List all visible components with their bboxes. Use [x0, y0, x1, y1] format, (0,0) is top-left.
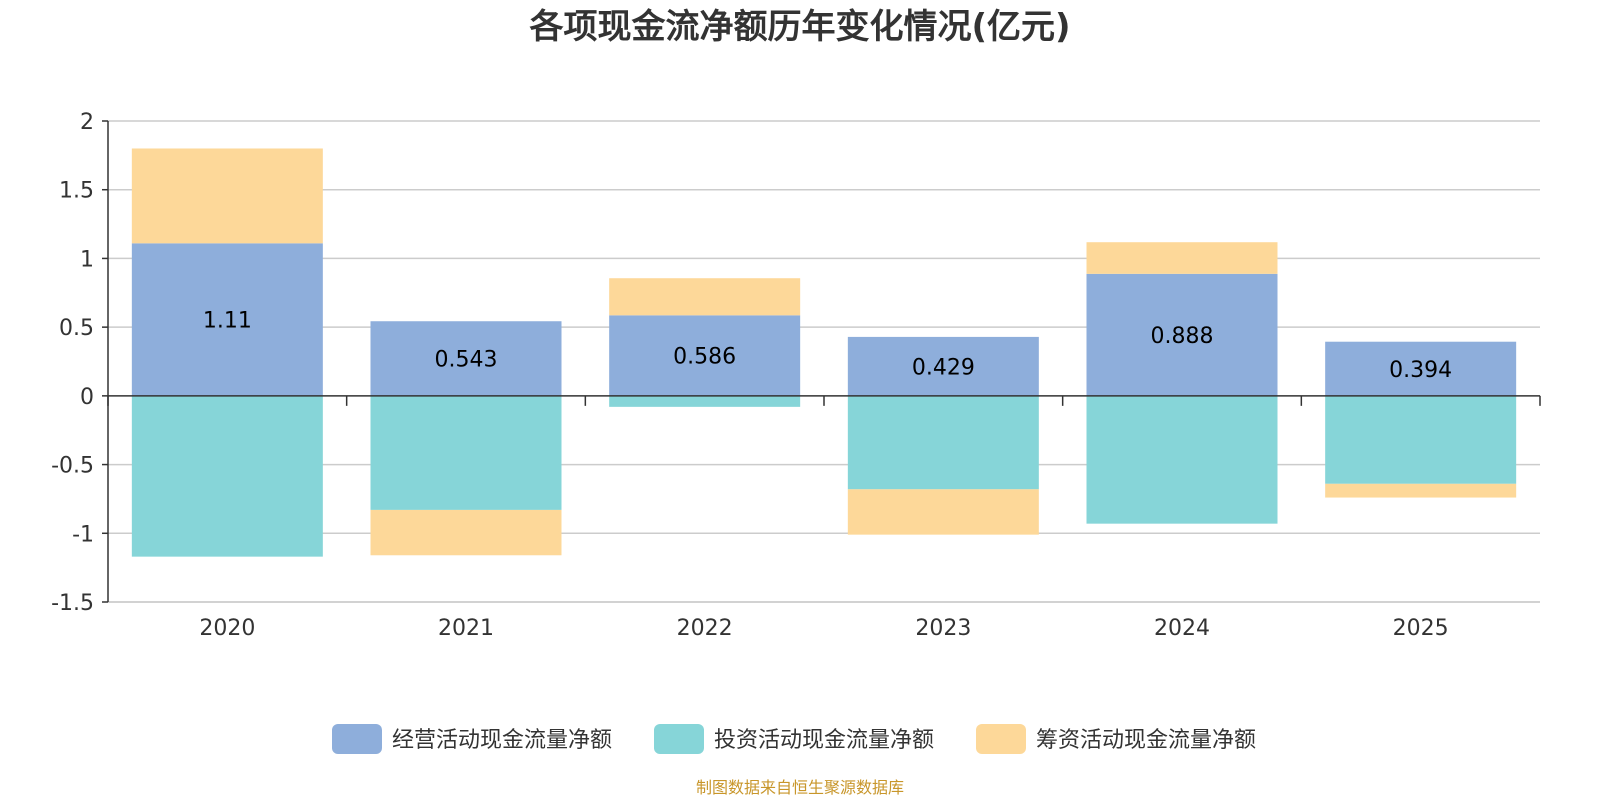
- bar-2020-series-1: [131, 395, 323, 557]
- bar-2022-series-1: [609, 395, 801, 407]
- data-label-2024: 0.888: [1151, 324, 1214, 349]
- bar-2021-series-1: [370, 395, 562, 510]
- bar-2024-series-2: [1086, 242, 1278, 274]
- x-tick-label: 2021: [438, 616, 494, 641]
- legend-label-0: 经营活动现金流量净额: [392, 728, 612, 753]
- bar-2020-series-0: [131, 243, 323, 396]
- legend-label-1: 投资活动现金流量净额: [714, 728, 934, 753]
- y-tick-label: 2: [80, 110, 94, 135]
- bar-2021-series-2: [370, 509, 562, 556]
- bars-group: [131, 148, 1517, 557]
- bar-2023-series-2: [847, 489, 1039, 535]
- bar-2021-series-0: [370, 321, 562, 396]
- bar-2020-series-2: [131, 148, 323, 244]
- bar-2024-series-0: [1086, 273, 1278, 396]
- legend-swatch-0: [332, 724, 382, 754]
- bar-2025-series-0: [1325, 341, 1517, 396]
- chart-title: 各项现金流净额历年变化情况(亿元): [529, 7, 1070, 47]
- y-tick-label: 1: [80, 247, 94, 272]
- y-tick-label: -1: [72, 522, 94, 547]
- x-tick-label: 2024: [1154, 616, 1210, 641]
- bar-2023-series-0: [847, 336, 1039, 396]
- bar-2025-series-1: [1325, 395, 1517, 484]
- x-tick-label: 2020: [199, 616, 255, 641]
- bar-2024-series-1: [1086, 395, 1278, 524]
- y-tick-label: 1.5: [59, 179, 94, 204]
- bar-2025-series-2: [1325, 483, 1517, 498]
- legend: 经营活动现金流量净额 投资活动现金流量净额 筹资活动现金流量净额: [332, 724, 1256, 754]
- x-tick-label: 2022: [677, 616, 733, 641]
- source-note: 制图数据来自恒生聚源数据库: [696, 778, 904, 797]
- legend-swatch-2: [976, 724, 1026, 754]
- axes-group: 2 1.5 1 0.5 0 -0.5 -1 -1.5 2020 2021 2022 2023 2024 2…: [51, 110, 1541, 641]
- y-tick-label: -0.5: [51, 454, 94, 479]
- data-label-2025: 0.394: [1389, 358, 1452, 383]
- legend-label-2: 筹资活动现金流量净额: [1036, 728, 1256, 753]
- x-tick-label: 2025: [1393, 616, 1449, 641]
- x-tick-label: 2023: [915, 616, 971, 641]
- y-tick-label: 0.5: [59, 316, 94, 341]
- legend-swatch-1: [654, 724, 704, 754]
- y-tick-label: 0: [80, 385, 94, 410]
- data-label-2022: 0.586: [673, 345, 736, 370]
- data-labels-group: 1.11 0.543 0.586 0.429 0.888 0.394: [203, 309, 1452, 383]
- data-label-2021: 0.543: [435, 348, 498, 373]
- y-tick-label: -1.5: [51, 591, 94, 616]
- grid-lines: [108, 120, 1540, 603]
- bar-2022-series-2: [609, 278, 801, 316]
- data-label-2023: 0.429: [912, 355, 975, 380]
- data-label-2020: 1.11: [203, 309, 252, 334]
- bar-2022-series-0: [609, 315, 801, 396]
- bar-2023-series-1: [847, 395, 1039, 490]
